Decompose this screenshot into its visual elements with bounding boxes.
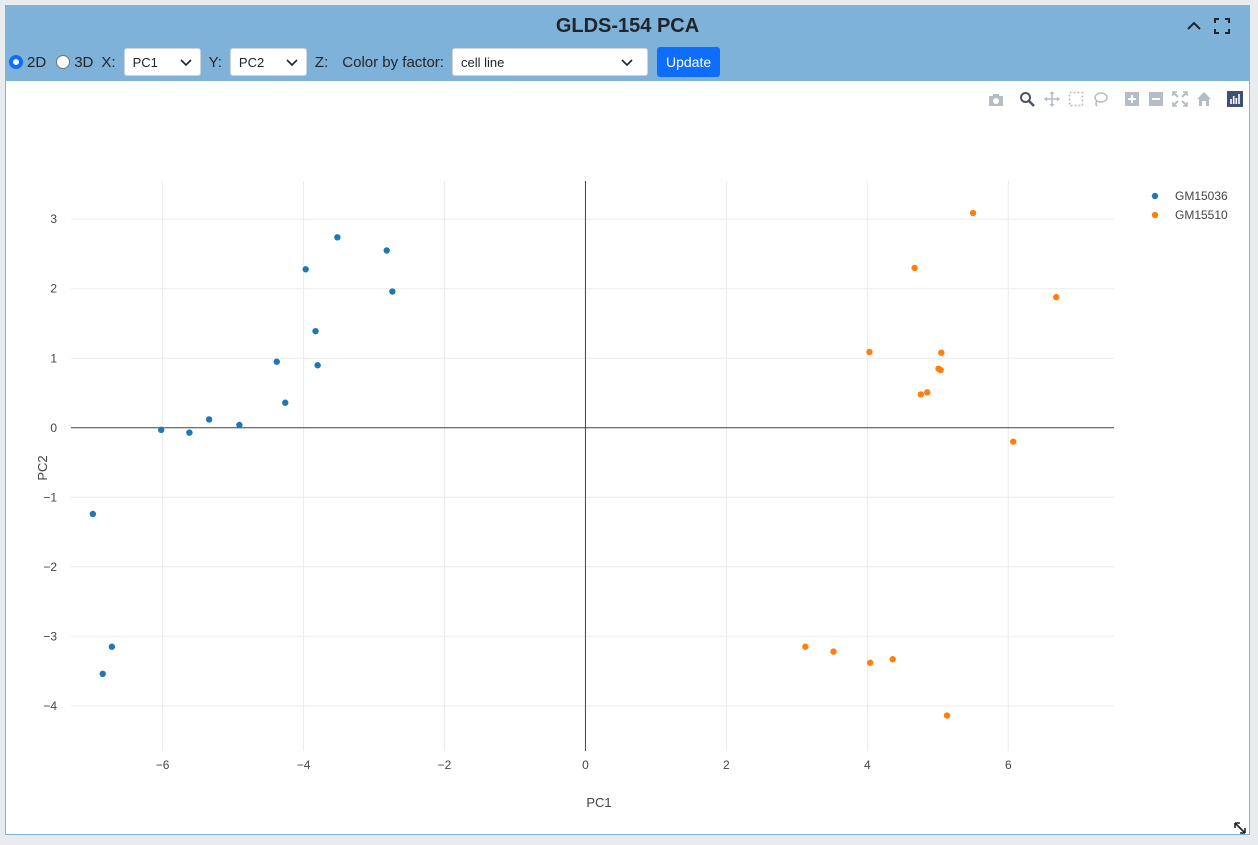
camera-icon[interactable]: [988, 92, 1004, 108]
chevron-down-icon: [179, 59, 192, 67]
y-axis-label: Y:: [208, 53, 222, 71]
x-axis-select[interactable]: PC1: [123, 48, 201, 76]
x-axis-value: PC1: [132, 54, 158, 70]
radio-2d[interactable]: [9, 55, 23, 69]
chevron-down-icon: [286, 59, 298, 67]
z-axis-label: Z:: [314, 53, 329, 71]
resize-handle-icon[interactable]: [1233, 821, 1247, 835]
radio-2d-label: 2D: [27, 53, 47, 71]
page-title: GLDS-154 PCA: [555, 15, 700, 37]
radio-3d-label: 3D: [74, 53, 94, 71]
chevron-up-icon[interactable]: [1185, 17, 1203, 35]
fullscreen-icon[interactable]: [1213, 17, 1231, 35]
pca-controls: 2D 3D X: PC1 Y: PC2 Z: Color by factor: …: [6, 46, 721, 78]
color-factor-value: cell line: [460, 54, 505, 70]
y-axis-select[interactable]: PC2: [229, 48, 307, 76]
zoom-out-icon[interactable]: [1148, 91, 1164, 107]
home-icon[interactable]: [1196, 91, 1212, 107]
pan-icon[interactable]: [1044, 91, 1060, 107]
autoscale-icon[interactable]: [1172, 91, 1188, 107]
update-button[interactable]: Update: [656, 47, 721, 77]
pca-panel: GLDS-154 PCA 2D 3D X: PC1 Y: PC2: [5, 5, 1250, 835]
y-axis-value: PC2: [238, 54, 265, 70]
box-select-icon[interactable]: [1068, 91, 1084, 107]
radio-3d[interactable]: [56, 55, 71, 69]
plotly-logo-icon[interactable]: [1227, 91, 1243, 107]
chevron-down-icon: [621, 59, 633, 67]
color-factor-label: Color by factor:: [342, 53, 444, 71]
panel-header: GLDS-154 PCA 2D 3D X: PC1 Y: PC2: [6, 6, 1249, 81]
x-axis-label: X:: [101, 53, 116, 71]
header-actions: [1185, 17, 1231, 35]
lasso-select-icon[interactable]: [1092, 91, 1108, 107]
zoom-icon[interactable]: [1019, 91, 1035, 107]
zoom-in-icon[interactable]: [1124, 91, 1140, 107]
color-factor-select[interactable]: cell line: [451, 48, 648, 76]
